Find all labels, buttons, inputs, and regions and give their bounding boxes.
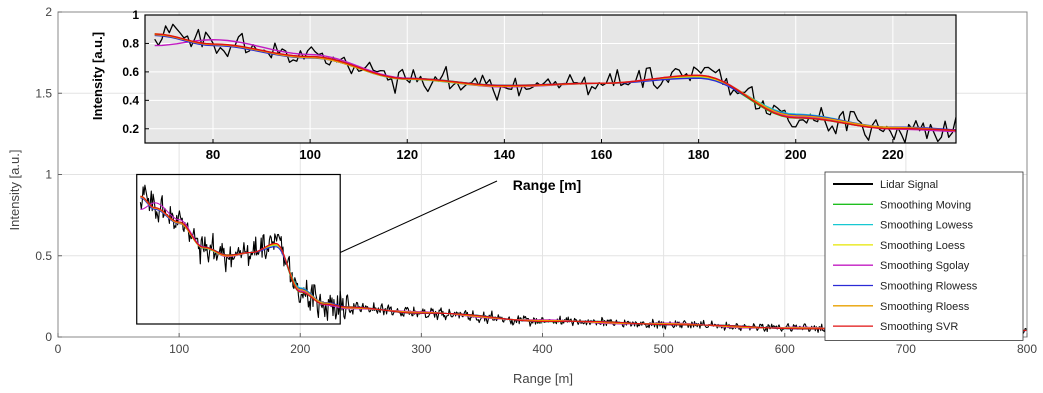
main-y-tick-label: 1.5 xyxy=(35,86,52,100)
inset-y-tick-label: 1 xyxy=(132,8,139,22)
main-x-tick-label: 700 xyxy=(896,342,916,356)
inset-plot-area xyxy=(145,15,956,143)
main-y-axis-label: Intensity [a.u.] xyxy=(7,150,22,231)
legend-item: Smoothing Loess xyxy=(833,240,965,252)
main-y-tick-label: 0.5 xyxy=(35,249,52,263)
legend-label: Smoothing Lowess xyxy=(880,220,973,232)
main-x-tick-label: 800 xyxy=(1017,342,1037,356)
main-y-ticks: 0 0.5 1 1.5 2 xyxy=(35,5,62,344)
chart-legend: Lidar Signal Smoothing Moving Smoothing Lo… xyxy=(824,171,1024,341)
legend-item: Smoothing Sgolay xyxy=(833,260,970,272)
legend-label: Smoothing Sgolay xyxy=(880,260,970,272)
inset-axes-frame xyxy=(144,14,957,144)
inset-x-tick-label: 80 xyxy=(206,147,220,162)
inset-y-tick-label: 0.8 xyxy=(122,36,139,50)
legend-item: Smoothing Rlowess xyxy=(833,281,978,293)
inset-x-tick-label: 180 xyxy=(688,147,710,162)
legend-item: Smoothing Moving xyxy=(833,199,971,211)
legend-label: Lidar Signal xyxy=(880,179,938,191)
inset-x-tick-label: 120 xyxy=(396,147,418,162)
legend-item: Smoothing SVR xyxy=(833,321,958,333)
main-x-tick-label: 0 xyxy=(55,342,62,356)
legend-label: Smoothing Rlowess xyxy=(880,281,978,293)
inset-plot: 80 100 120 140 160 180 200 220 0.2 0.4 0.6 0.8 1 Ra… xyxy=(90,8,957,193)
legend-item: Lidar Signal xyxy=(833,179,938,191)
legend-label: Smoothing Moving xyxy=(880,199,971,211)
main-x-tick-label: 200 xyxy=(290,342,310,356)
inset-y-tick-label: 0.2 xyxy=(122,122,139,136)
zoom-connector-line xyxy=(340,180,498,253)
main-x-axis-label: Range [m] xyxy=(513,371,573,386)
legend-item: Smoothing Lowess xyxy=(833,220,973,232)
main-x-tick-label: 500 xyxy=(654,342,674,356)
inset-series-line-smoothing-svr xyxy=(154,33,956,132)
inset-y-axis-label: Intensity [a.u.] xyxy=(90,32,105,120)
main-x-tick-label: 600 xyxy=(775,342,795,356)
main-x-tick-label: 100 xyxy=(169,342,189,356)
main-x-tick-label: 300 xyxy=(411,342,431,356)
main-y-tick-label: 0 xyxy=(45,330,52,344)
legend-label: Smoothing Rloess xyxy=(880,301,970,313)
inset-x-axis-label: Range [m] xyxy=(513,177,581,193)
legend-box xyxy=(824,171,1024,341)
inset-series-group xyxy=(154,23,956,143)
main-y-tick-label: 2 xyxy=(45,5,52,19)
zoom-box xyxy=(136,173,341,325)
main-y-tick-label: 1 xyxy=(45,168,52,182)
inset-y-ticks: 0.2 0.4 0.6 0.8 1 xyxy=(122,8,149,136)
inset-x-tick-label: 220 xyxy=(882,147,904,162)
inset-x-ticks: 80 100 120 140 160 180 200 220 xyxy=(206,139,904,162)
legend-label: Smoothing SVR xyxy=(880,321,958,333)
inset-x-tick-label: 200 xyxy=(785,147,807,162)
legend-item: Smoothing Rloess xyxy=(833,301,970,313)
inset-x-tick-label: 140 xyxy=(494,147,516,162)
inset-x-tick-label: 160 xyxy=(591,147,613,162)
main-x-ticks: 0 100 200 300 400 500 600 700 800 xyxy=(55,333,1037,356)
inset-x-tick-label: 100 xyxy=(299,147,321,162)
legend-items: Lidar Signal Smoothing Moving Smoothing Lo… xyxy=(833,179,978,333)
inset-y-tick-label: 0.6 xyxy=(122,65,139,79)
main-x-tick-label: 400 xyxy=(532,342,552,356)
zoom-indicator xyxy=(136,173,498,325)
legend-label: Smoothing Loess xyxy=(880,240,965,252)
inset-y-tick-label: 0.4 xyxy=(122,93,139,107)
